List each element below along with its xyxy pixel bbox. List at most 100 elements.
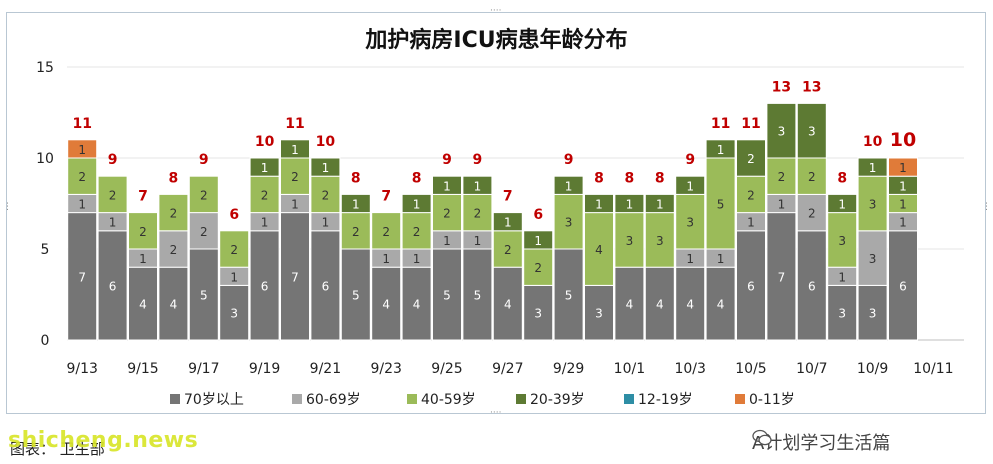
bar-segment [310,230,341,341]
bar-segment [128,212,158,250]
bar-total-label: 9 [442,152,452,168]
bar-segment [553,248,584,341]
bar-segment [857,175,888,232]
bar-segment [736,230,766,341]
bar-segment [827,212,858,268]
segment-value-label: 2 [534,261,542,275]
bar-segment [310,157,341,177]
y-tick-label: 0 [41,333,50,349]
y-tick-label: 15 [36,60,54,76]
bar-segment [705,139,736,159]
bar-total-label: 7 [381,189,391,205]
segment-value-label: 2 [413,225,421,239]
segment-value-label: 5 [352,289,360,303]
bar-total-label: 8 [412,170,422,186]
bar-total-label: 9 [473,152,483,168]
y-tick-label: 10 [36,151,54,167]
x-tick-label: 9/21 [310,361,341,377]
bar-segment [219,230,250,268]
segment-value-label: 3 [686,216,694,230]
segment-value-label: 3 [869,307,877,321]
segment-value-label: 3 [808,125,816,139]
segment-value-label: 3 [656,234,664,248]
bar-segment [584,212,614,286]
segment-value-label: 2 [200,225,208,239]
x-tick-label: 9/17 [188,361,219,377]
bar-segment [857,230,888,286]
legend-swatch [407,394,417,404]
segment-value-label: 2 [382,225,390,239]
legend-swatch [170,394,180,404]
legend-swatch [292,394,302,404]
bar-segment [888,157,918,177]
bar-segment [249,175,280,214]
segment-value-label: 1 [717,252,725,266]
resize-handle-left[interactable]: ⋮ [3,202,12,212]
segment-value-label: 5 [474,289,482,303]
bar-total-label: 10 [890,129,916,151]
segment-value-label: 1 [352,198,360,212]
segment-value-label: 6 [322,279,330,293]
segment-value-label: 6 [109,279,117,293]
bar-segment [553,175,584,195]
segment-value-label: 4 [656,298,664,312]
bar-segment [523,284,554,341]
bar-segment [736,139,766,177]
segment-value-label: 2 [808,207,816,221]
segment-value-label: 1 [626,198,634,212]
bar-total-label: 7 [138,189,148,205]
bar-segment [401,212,432,250]
segment-value-label: 1 [322,216,330,230]
bar-total-label: 9 [564,152,574,168]
resize-handle-bottom[interactable]: ···· [490,408,502,418]
bar-segment [158,193,189,232]
segment-value-label: 1 [747,216,755,230]
segment-value-label: 1 [413,252,421,266]
bar-segment [492,212,523,232]
segment-value-label: 2 [474,207,482,221]
segment-value-label: 1 [686,179,694,193]
bar-segment [340,193,371,214]
segment-value-label: 2 [170,207,178,221]
bar-segment [340,248,371,341]
bar-segment [371,212,402,250]
segment-value-label: 2 [78,170,86,184]
bar-segment [614,266,645,341]
segment-value-label: 4 [595,243,603,257]
bar-segment [401,266,432,341]
wechat-account-name: A计划学习生活篇 [752,433,891,454]
segment-value-label: 2 [139,225,147,239]
bar-segment [796,102,827,159]
bar-segment [644,193,675,214]
bar-segment [280,157,310,195]
x-tick-label: 10/11 [913,361,953,377]
bar-total-label: 10 [255,134,275,150]
bar-segment [219,284,250,341]
bar-total-label: 8 [655,170,665,186]
bar-segment [888,230,918,341]
resize-handle-right[interactable]: ⋮ [982,202,991,212]
segment-value-label: 1 [474,234,482,248]
bar-segment [462,175,493,195]
bar-total-label: 8 [594,170,604,186]
segment-value-label: 7 [291,270,299,284]
segment-value-label: 3 [778,125,786,139]
legend-swatch [624,394,634,404]
segment-value-label: 3 [838,307,846,321]
legend-label: 40-59岁 [421,392,476,408]
segment-value-label: 1 [261,161,269,175]
bar-total-label: 8 [169,170,179,186]
bar-segment [188,212,219,250]
bar-segment [249,157,280,177]
segment-value-label: 1 [291,143,299,157]
bar-segment [675,175,706,195]
bar-segment [158,266,189,341]
bar-segment [310,175,341,214]
bar-segment [432,193,462,232]
legend-label: 60-69岁 [306,392,361,408]
bar-segment [614,212,645,268]
segment-value-label: 5 [443,289,451,303]
resize-handle-top[interactable]: ···· [490,6,502,16]
segment-value-label: 1 [413,198,421,212]
bar-segment [766,102,797,159]
